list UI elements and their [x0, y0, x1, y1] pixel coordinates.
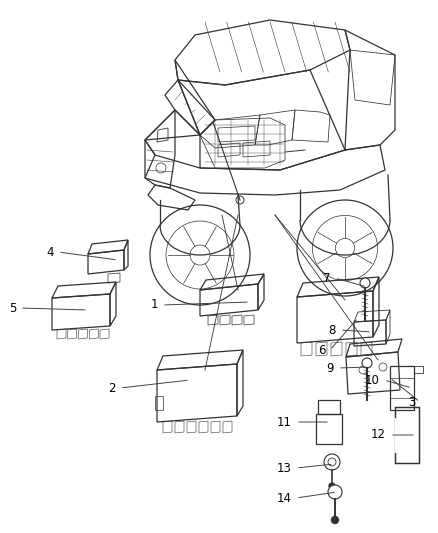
- Text: 1: 1: [151, 298, 158, 311]
- Text: 2: 2: [109, 382, 116, 394]
- Circle shape: [332, 516, 339, 523]
- Text: 4: 4: [46, 246, 54, 259]
- Circle shape: [362, 358, 372, 368]
- Text: 13: 13: [277, 462, 292, 474]
- Text: 10: 10: [365, 374, 380, 386]
- Text: 9: 9: [326, 361, 334, 375]
- Circle shape: [324, 454, 340, 470]
- Text: 14: 14: [277, 491, 292, 505]
- Text: 7: 7: [324, 271, 331, 285]
- Text: 3: 3: [409, 395, 416, 408]
- Text: 11: 11: [277, 416, 292, 429]
- Text: 8: 8: [328, 324, 336, 336]
- Circle shape: [328, 485, 342, 499]
- Text: 12: 12: [371, 429, 386, 441]
- Circle shape: [360, 278, 370, 288]
- Text: 5: 5: [9, 302, 16, 314]
- Circle shape: [329, 483, 335, 489]
- Text: 6: 6: [318, 343, 326, 357]
